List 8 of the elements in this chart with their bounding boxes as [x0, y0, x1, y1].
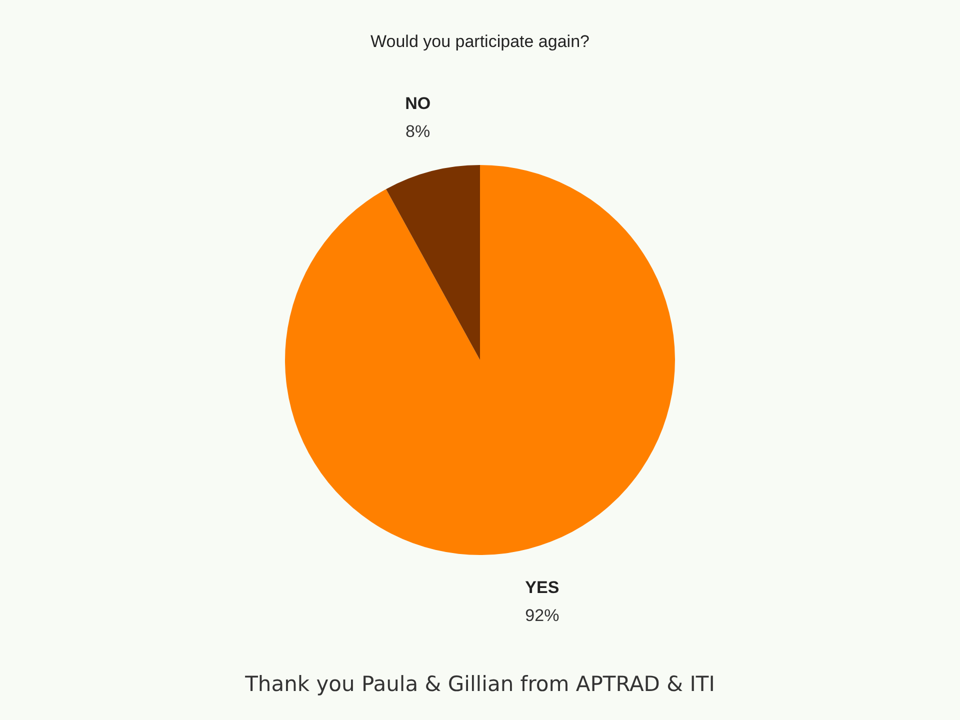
- data-label: 92%: [525, 606, 560, 626]
- pie-slice: [386, 165, 480, 360]
- text: Thank you Paula & Gillian from APTRAD & ITI: [244, 672, 715, 696]
- slice-label: YES: [525, 578, 560, 598]
- pie-slice: [285, 165, 675, 555]
- chart-title: Would you participate again?: [370, 32, 590, 51]
- data-label: 8%: [406, 122, 430, 141]
- slice-label: NO: [405, 94, 431, 113]
